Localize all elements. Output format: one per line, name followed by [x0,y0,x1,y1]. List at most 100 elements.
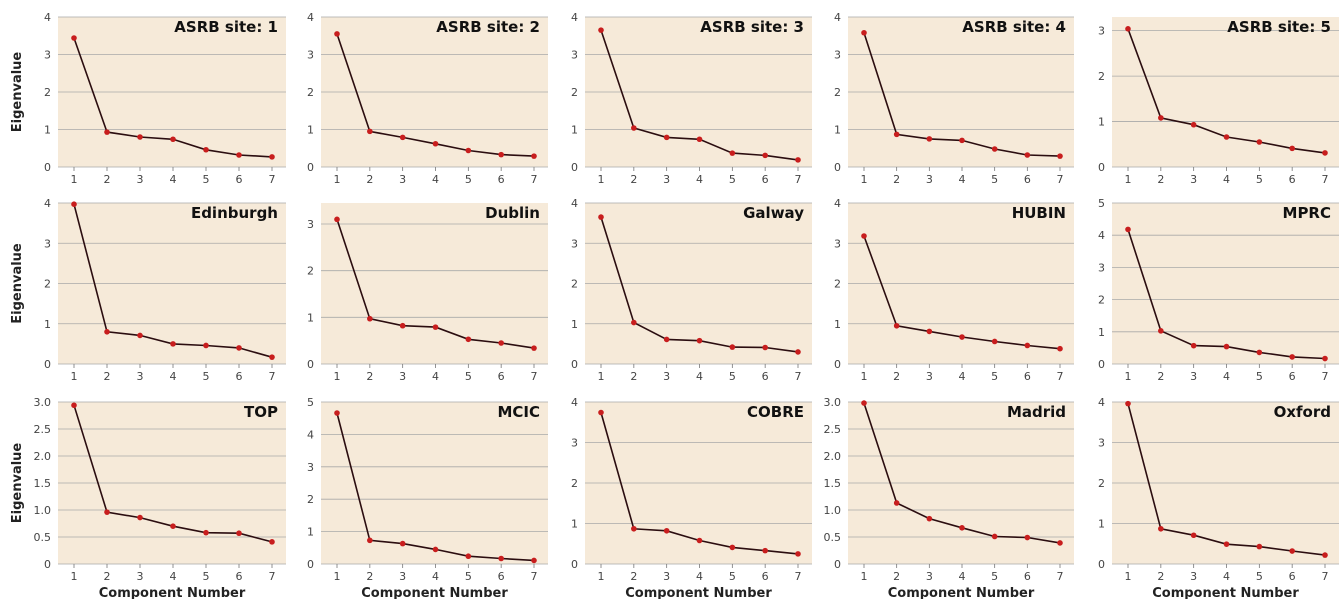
y-tick-label: 2.0 [824,450,842,463]
x-tick-label: 6 [498,173,505,186]
y-axis-label: Eigenvalue [10,52,25,133]
y-tick-label: 0 [44,558,51,571]
x-tick-label: 6 [1024,570,1031,583]
y-tick-label: 1 [834,124,841,137]
x-tick-label: 7 [531,370,538,383]
y-axis-label: Eigenvalue [10,443,25,524]
data-point [1158,525,1164,532]
data-point [991,146,998,152]
data-point [663,527,670,534]
data-point [795,551,801,557]
x-tick-label: 4 [696,570,703,583]
x-tick-label: 4 [959,370,966,383]
data-point [1190,532,1197,539]
x-tick-label: 4 [170,370,177,383]
data-point [598,214,604,220]
data-point [203,529,209,536]
x-tick-label: 7 [1322,173,1329,186]
data-point [498,555,504,562]
y-tick-label: 0 [571,358,578,371]
x-tick-label: 7 [531,173,538,186]
panel-title: ASRB site: 5 [1227,18,1331,36]
y-tick-label: 4 [44,197,51,210]
panel-title: TOP [244,403,278,421]
panel-title: ASRB site: 1 [174,18,278,36]
data-point [959,334,965,340]
data-point [926,136,933,142]
data-point [170,523,176,529]
x-tick-label: 2 [893,173,900,186]
x-tick-label: 5 [1256,370,1263,383]
y-tick-label: 2 [571,477,578,490]
y-tick-label: 1.5 [824,477,842,490]
data-point [170,136,176,143]
data-point [104,329,110,335]
x-tick-label: 2 [630,173,637,186]
panel-title: Oxford [1274,403,1331,421]
panel-background [1112,203,1339,364]
y-tick-label: 1 [834,318,841,331]
x-tick-label: 2 [104,173,111,186]
x-tick-label: 3 [926,173,933,186]
data-point [631,525,637,532]
y-tick-label: 0.5 [34,531,52,544]
data-point [1256,139,1263,145]
panel-8: 0 1 2 3 4 1 2 3 4 5 6 7 Galway [571,197,812,383]
data-point [1322,150,1328,156]
panel-6: 0 1 2 3 4 1 2 3 4 5 6 7 Edinburgh [44,197,286,383]
data-point [1223,541,1230,547]
y-tick-label: 0 [44,161,51,174]
x-tick-label: 2 [104,370,111,383]
x-tick-label: 4 [696,370,703,383]
y-tick-label: 2 [307,86,314,99]
data-point [696,136,703,143]
data-point [531,557,537,564]
y-tick-label: 4 [834,197,841,210]
y-tick-label: 3 [44,237,51,250]
x-tick-label: 6 [498,370,505,383]
x-tick-label: 7 [1322,570,1329,583]
y-tick-label: 0 [44,358,51,371]
panel-3: 0 1 2 3 4 1 2 3 4 5 6 7 ASRB site: 3 [571,11,812,186]
data-point [399,540,406,547]
x-tick-label: 4 [432,173,439,186]
data-point [1190,342,1197,349]
y-tick-label: 4 [1098,396,1105,409]
y-tick-label: 2 [307,265,314,278]
data-point [399,322,406,329]
x-tick-label: 1 [1125,370,1132,383]
x-tick-label: 1 [334,173,341,186]
data-point [334,31,340,37]
data-point [696,337,703,344]
y-tick-label: 1 [307,124,314,137]
panel-5: 0 1 2 3 1 2 3 4 5 6 7 ASRB site: 5 [1098,17,1339,186]
data-point [598,27,604,33]
data-point [236,530,242,537]
y-tick-label: 3 [571,237,578,250]
panel-title: Dublin [485,204,540,222]
panel-9: 0 1 2 3 4 1 2 3 4 5 6 7 HUBIN [834,197,1074,383]
x-tick-label: 7 [1057,173,1064,186]
x-tick-label: 1 [598,173,605,186]
data-point [959,525,965,531]
data-point [334,410,340,416]
y-tick-label: 0 [834,358,841,371]
x-tick-label: 4 [959,173,966,186]
x-tick-label: 3 [137,370,144,383]
panel-background [321,203,548,364]
x-tick-label: 1 [1125,570,1132,583]
x-axis-label: Component Number [1152,586,1299,599]
data-point [631,125,637,131]
panel-title: MCIC [497,403,540,421]
data-point [71,201,77,208]
y-tick-label: 0 [834,161,841,174]
data-point [498,151,504,158]
data-point [236,345,242,351]
x-tick-label: 2 [893,370,900,383]
y-tick-label: 4 [571,396,578,409]
x-tick-label: 7 [1057,570,1064,583]
data-point [1125,226,1131,233]
x-tick-label: 2 [1157,570,1164,583]
y-tick-label: 3 [44,49,51,62]
data-point [598,409,604,416]
